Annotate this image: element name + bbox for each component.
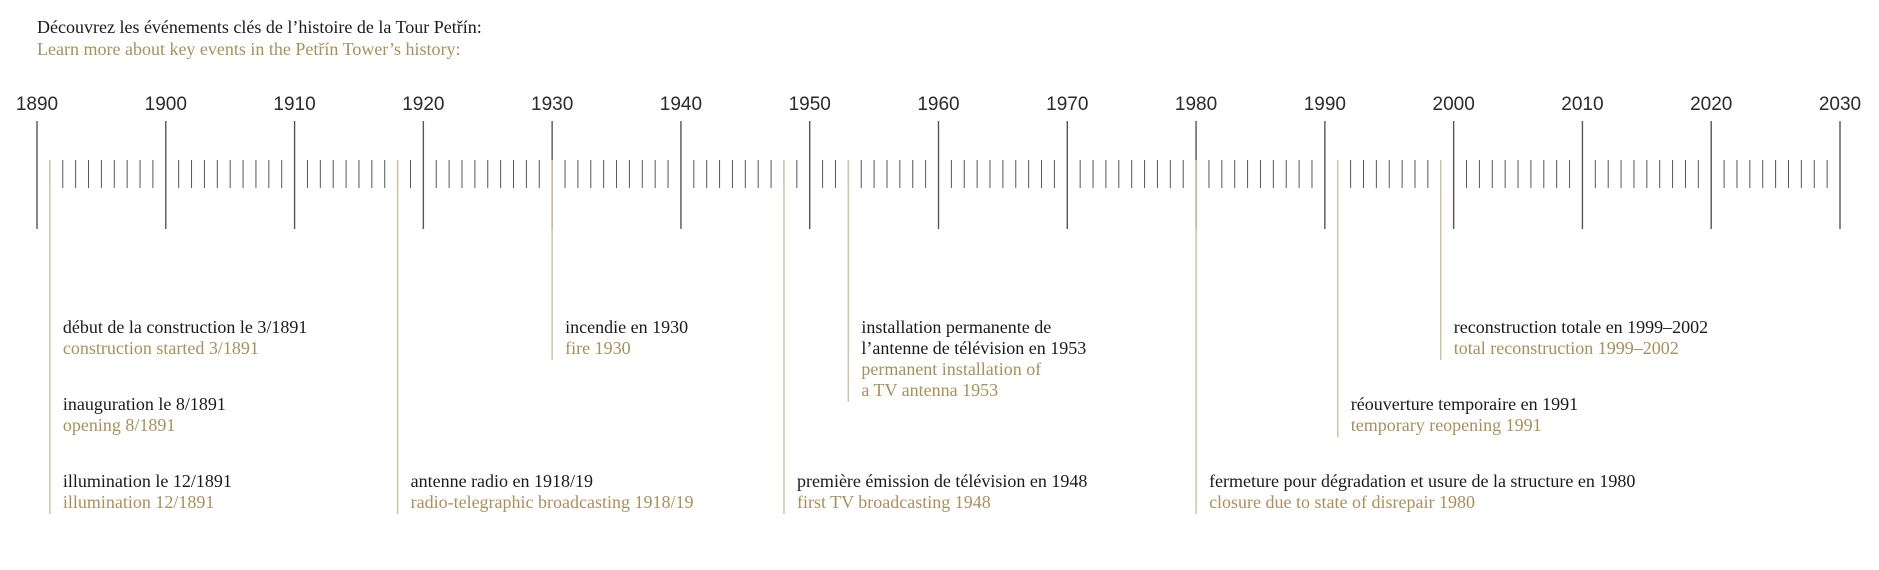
event-label-en: illumination 12/1891 bbox=[63, 492, 215, 512]
event-label-en: total reconstruction 1999–2002 bbox=[1454, 338, 1679, 358]
header-title-fr: Découvrez les événements clés de l’histo… bbox=[37, 17, 482, 37]
event-label-en: fire 1930 bbox=[565, 338, 630, 358]
event-label-en: temporary reopening 1991 bbox=[1351, 415, 1542, 435]
event-label-fr: reconstruction totale en 1999–2002 bbox=[1454, 317, 1708, 337]
year-label: 1890 bbox=[16, 94, 58, 115]
year-label: 1990 bbox=[1304, 94, 1346, 115]
year-label: 1970 bbox=[1046, 94, 1088, 115]
year-label: 2020 bbox=[1690, 94, 1732, 115]
year-label: 1920 bbox=[402, 94, 444, 115]
year-label: 1940 bbox=[660, 94, 702, 115]
event-label-en: opening 8/1891 bbox=[63, 415, 176, 435]
year-label: 1950 bbox=[789, 94, 831, 115]
year-label: 2000 bbox=[1433, 94, 1475, 115]
event-label-fr: illumination le 12/1891 bbox=[63, 471, 232, 491]
year-label: 1930 bbox=[531, 94, 573, 115]
event-label-en: radio-telegraphic broadcasting 1918/19 bbox=[411, 492, 694, 512]
timeline-header: Découvrez les événements clés de l’histo… bbox=[37, 16, 482, 60]
event-label-fr: première émission de télévision en 1948 bbox=[797, 471, 1087, 491]
year-label: 1900 bbox=[145, 94, 187, 115]
event-label-fr: fermeture pour dégradation et usure de l… bbox=[1209, 471, 1635, 491]
event-label-fr: installation permanente de bbox=[861, 317, 1051, 337]
event-label-fr: début de la construction le 3/1891 bbox=[63, 317, 307, 337]
header-title-en: Learn more about key events in the Petří… bbox=[37, 39, 461, 59]
event-label-en: construction started 3/1891 bbox=[63, 338, 259, 358]
event-label-fr: inauguration le 8/1891 bbox=[63, 394, 226, 414]
year-label: 2030 bbox=[1819, 94, 1861, 115]
year-label: 1910 bbox=[273, 94, 315, 115]
year-label: 1960 bbox=[917, 94, 959, 115]
event-label-en: permanent installation of bbox=[861, 359, 1041, 379]
event-label-fr: réouverture temporaire en 1991 bbox=[1351, 394, 1578, 414]
year-label: 2010 bbox=[1561, 94, 1603, 115]
event-label-fr: incendie en 1930 bbox=[565, 317, 688, 337]
event-label-en: a TV antenna 1953 bbox=[861, 380, 998, 400]
event-label-en: closure due to state of disrepair 1980 bbox=[1209, 492, 1475, 512]
year-label: 1980 bbox=[1175, 94, 1217, 115]
event-label-fr: antenne radio en 1918/19 bbox=[411, 471, 593, 491]
event-label-en: first TV broadcasting 1948 bbox=[797, 492, 991, 512]
event-label-fr: l’antenne de télévision en 1953 bbox=[861, 338, 1086, 358]
